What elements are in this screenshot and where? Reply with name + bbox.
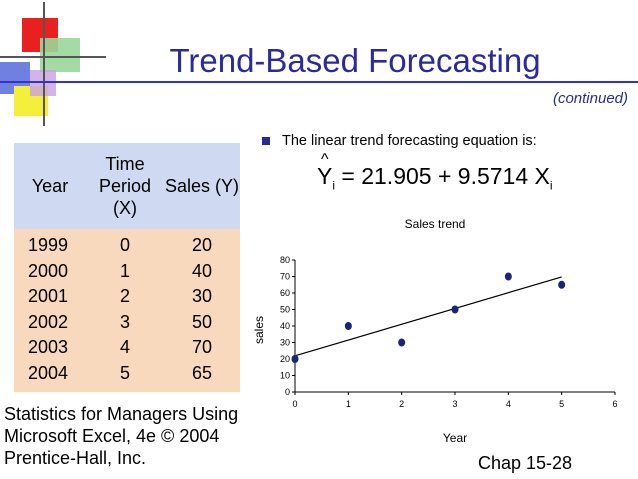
x-tick-label: 4 <box>506 399 511 409</box>
cell-period: 5 <box>119 362 130 383</box>
table-row: 2004 5 65 <box>14 361 240 387</box>
cell-sales: 70 <box>191 337 213 358</box>
table-row: 2003 4 70 <box>14 335 240 361</box>
header-sales: Sales (Y) <box>164 176 240 196</box>
cell-period: 1 <box>119 260 130 281</box>
sales-table: Year Time Period (X) Sales (Y) 1999 0 20… <box>14 143 240 392</box>
cell-year: 2003 <box>28 337 69 358</box>
cell-sales: 50 <box>191 311 213 332</box>
cell-year: 2001 <box>28 286 69 307</box>
equation-lhs: Y <box>317 151 332 190</box>
chart-title: Sales trend <box>405 217 466 231</box>
cell-period: 0 <box>119 235 130 256</box>
cell-period: 3 <box>119 311 130 332</box>
trend-equation: Yi = 21.905 + 9.5714 Xi <box>317 151 553 193</box>
x-tick-label: 1 <box>346 399 351 409</box>
data-point <box>291 355 299 363</box>
x-tick-label: 2 <box>399 399 404 409</box>
y-tick-label: 60 <box>280 288 290 298</box>
data-point <box>504 272 512 281</box>
footer-citation: Statistics for Managers Using Microsoft … <box>4 403 238 469</box>
data-points <box>291 272 566 363</box>
y-tick-label: 40 <box>280 321 290 331</box>
y-tick-label: 20 <box>280 354 290 364</box>
table-row: 2000 1 40 <box>14 259 240 285</box>
equation-rhs-sub: i <box>549 178 553 193</box>
x-tick-label: 6 <box>612 399 617 409</box>
table-row: 2002 3 50 <box>14 310 240 336</box>
table-header: Year Time Period (X) Sales (Y) <box>14 143 240 229</box>
y-tick-label: 30 <box>280 338 290 348</box>
table-row: 2001 2 30 <box>14 284 240 310</box>
footer-line: Microsoft Excel, 4e © 2004 <box>4 426 220 446</box>
trendline-group <box>294 276 562 357</box>
data-point <box>558 280 566 289</box>
x-tick-label: 3 <box>452 399 457 409</box>
cell-sales: 20 <box>191 235 213 256</box>
chapter-page-number: Chap 15-28 <box>478 453 573 473</box>
data-point <box>451 305 459 314</box>
footer-line: Statistics for Managers Using <box>4 404 239 424</box>
sales-trend-chart: Sales trend sales Year 0 1 2 3 4 5 60102030405… <box>252 217 618 445</box>
corner-logo <box>0 2 106 126</box>
cell-year: 2000 <box>28 260 69 281</box>
y-tick-label: 0 <box>285 387 290 397</box>
y-tick-label: 10 <box>280 371 290 381</box>
title-underline <box>0 81 638 83</box>
slide-subtitle: (continued) <box>552 90 628 107</box>
cell-sales: 40 <box>191 260 213 281</box>
bullet-item: The linear trend forecasting equation is… <box>262 133 537 149</box>
x-tick-label: 5 <box>559 399 564 409</box>
cell-period: 2 <box>119 286 130 307</box>
y-tick-label: 50 <box>280 305 290 315</box>
y-tick-label: 70 <box>280 272 290 282</box>
cell-year: 1999 <box>28 235 69 256</box>
data-point <box>398 338 406 347</box>
cell-sales: 65 <box>191 362 213 383</box>
equation-rhs: = 21.905 + 9.5714 X <box>341 163 550 189</box>
cell-year: 2004 <box>28 362 69 383</box>
square-bullet-icon <box>262 137 270 145</box>
trendline <box>294 276 562 357</box>
chart-x-axis-label: Year <box>443 431 467 445</box>
cell-period: 4 <box>119 337 130 358</box>
chart-y-axis-label: sales <box>252 316 266 344</box>
slide-title: Trend-Based Forecasting <box>169 42 541 79</box>
header-time-period: Time Period (X) <box>98 154 152 218</box>
header-year: Year <box>31 176 69 196</box>
equation-lhs-sub: i <box>332 178 336 193</box>
y-tick-label: 80 <box>280 255 290 265</box>
bullet-text: The linear trend forecasting equation is… <box>282 133 537 149</box>
cell-sales: 30 <box>191 286 213 307</box>
table-body: 1999 0 20 2000 1 40 2001 2 30 2002 3 50 … <box>14 229 240 392</box>
cell-year: 2002 <box>28 311 69 332</box>
x-tick-label: 0 <box>292 399 297 409</box>
table-row: 1999 0 20 <box>14 233 240 259</box>
data-point <box>344 322 352 330</box>
footer-line: Prentice-Hall, Inc. <box>4 448 147 468</box>
